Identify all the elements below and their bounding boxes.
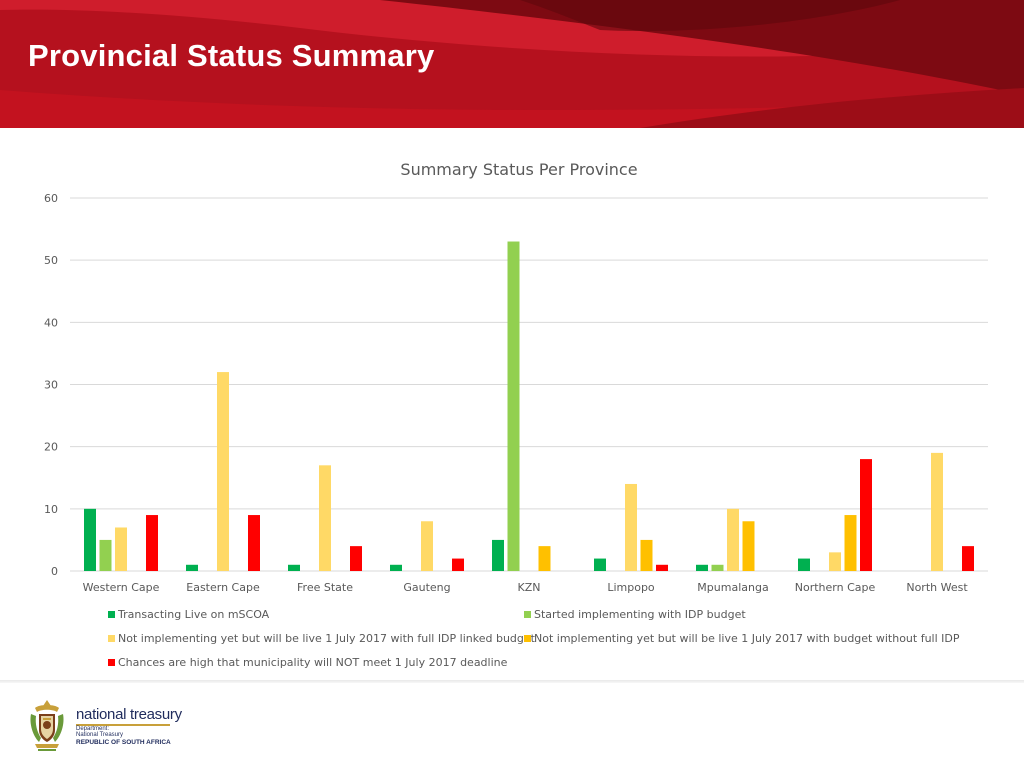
y-tick-label: 60: [44, 192, 58, 205]
y-tick-label: 30: [44, 379, 58, 392]
legend-label: Started implementing with IDP budget: [534, 608, 746, 621]
x-tick-label: Gauteng: [403, 581, 450, 594]
bar: [860, 459, 872, 571]
x-tick-label: Eastern Cape: [186, 581, 260, 594]
y-tick-label: 0: [51, 565, 58, 578]
legend-label: Transacting Live on mSCOA: [118, 608, 270, 621]
bar: [931, 452, 943, 571]
y-tick-label: 20: [44, 441, 58, 454]
bar: [742, 521, 755, 571]
x-tick-label: Free State: [297, 581, 353, 594]
legend-swatch: [108, 659, 115, 666]
chart-title: Summary Status Per Province: [400, 160, 637, 179]
legend-item: Transacting Live on mSCOA: [108, 608, 269, 621]
bar: [452, 558, 464, 571]
brand-name: national treasury: [76, 706, 182, 723]
x-axis-ticks: Western Cape Eastern Cape Free State Gauten…: [83, 581, 969, 594]
bar: [538, 546, 551, 571]
brand-country: REPUBLIC OF SOUTH AFRICA: [76, 739, 171, 746]
bar: [84, 508, 96, 571]
x-tick-label: Mpumalanga: [697, 581, 768, 594]
legend-swatch: [524, 635, 531, 642]
y-axis-ticks: 0 10 20 30 40 50 60: [44, 192, 58, 578]
x-tick-label: KZN: [518, 581, 541, 594]
legend-label: Chances are high that municipality will …: [118, 656, 508, 669]
bar: [829, 552, 841, 571]
bar: [640, 539, 653, 571]
bar: [696, 564, 708, 571]
chart-area: Summary Status Per Province 0 10 20 30 40 50 6…: [0, 140, 1024, 594]
bar: [288, 564, 300, 571]
banner-background: [0, 0, 1024, 128]
x-tick-label: Northern Cape: [795, 581, 876, 594]
y-tick-label: 40: [44, 316, 58, 329]
legend-swatch: [108, 635, 115, 642]
legend-item: Chances are high that municipality will …: [108, 656, 507, 669]
bar: [186, 564, 198, 571]
y-tick-label: 50: [44, 254, 58, 267]
legend-item: Not implementing yet but will be live 1 …: [108, 632, 535, 645]
bar: [507, 241, 520, 571]
header-banner: Provincial Status Summary: [0, 0, 1024, 128]
bar: [319, 465, 331, 571]
legend-swatch: [108, 611, 115, 618]
bar: [962, 546, 974, 571]
bar: [844, 515, 857, 571]
page-title: Provincial Status Summary: [28, 38, 435, 73]
brand-underline: [76, 724, 170, 726]
footer: national treasury Department: National T…: [0, 684, 1024, 768]
bar: [727, 508, 739, 571]
bar: [625, 483, 637, 571]
bar: [99, 539, 112, 571]
footer-divider: [0, 680, 1024, 683]
y-tick-label: 10: [44, 503, 58, 516]
x-tick-label: Limpopo: [607, 581, 655, 594]
bar: [115, 527, 127, 571]
bar: [711, 564, 724, 571]
legend-label: Not implementing yet but will be live 1 …: [118, 632, 535, 645]
legend-item: Started implementing with IDP budget: [524, 608, 746, 621]
bar: [146, 515, 158, 571]
chart-legend: Transacting Live on mSCOA Started impleme…: [0, 604, 1024, 684]
legend-label: Not implementing yet but will be live 1 …: [534, 632, 960, 645]
bar: [594, 558, 606, 571]
x-tick-label: North West: [906, 581, 968, 594]
bar: [217, 372, 229, 571]
bar: [248, 515, 260, 571]
department-line-1: Department:: [76, 726, 110, 732]
bar-chart: Summary Status Per Province 0 10 20 30 40 50 6…: [44, 160, 988, 594]
legend-item: Not implementing yet but will be live 1 …: [524, 632, 960, 645]
legend-swatch: [524, 611, 531, 618]
bars: [84, 241, 974, 571]
bar: [798, 558, 810, 571]
bar: [390, 564, 402, 571]
bar: [350, 546, 362, 571]
coat-of-arms-icon: [30, 700, 64, 751]
bar: [656, 564, 668, 571]
x-tick-label: Western Cape: [83, 581, 160, 594]
bar: [492, 539, 504, 571]
department-line-2: National Treasury: [76, 732, 124, 738]
bar: [421, 521, 433, 571]
